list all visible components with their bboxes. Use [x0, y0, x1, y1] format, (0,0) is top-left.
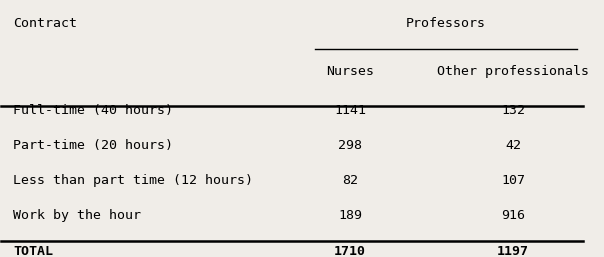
Text: 1710: 1710: [334, 245, 366, 257]
Text: 1197: 1197: [497, 245, 529, 257]
Text: 107: 107: [501, 174, 525, 187]
Text: TOTAL: TOTAL: [13, 245, 53, 257]
Text: 916: 916: [501, 209, 525, 222]
Text: Professors: Professors: [406, 17, 486, 30]
Text: Full-time (40 hours): Full-time (40 hours): [13, 104, 173, 117]
Text: 42: 42: [505, 139, 521, 152]
Text: 298: 298: [338, 139, 362, 152]
Text: Other professionals: Other professionals: [437, 65, 589, 78]
Text: Less than part time (12 hours): Less than part time (12 hours): [13, 174, 253, 187]
Text: 1141: 1141: [334, 104, 366, 117]
Text: 189: 189: [338, 209, 362, 222]
Text: Nurses: Nurses: [326, 65, 374, 78]
Text: 82: 82: [342, 174, 358, 187]
Text: 132: 132: [501, 104, 525, 117]
Text: Part-time (20 hours): Part-time (20 hours): [13, 139, 173, 152]
Text: Work by the hour: Work by the hour: [13, 209, 141, 222]
Text: Contract: Contract: [13, 17, 77, 30]
